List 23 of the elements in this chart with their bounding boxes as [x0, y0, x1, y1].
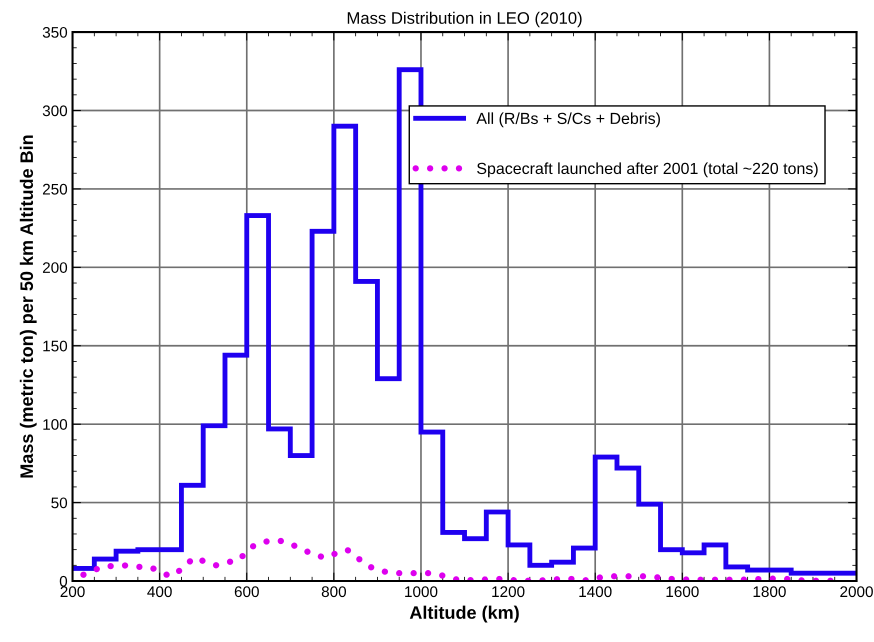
- y-tick-label: 200: [42, 262, 68, 274]
- x-tick-label: 600: [234, 586, 259, 598]
- y-tick-label: 100: [43, 419, 68, 430]
- x-axis-title: Altitude (km): [410, 606, 519, 622]
- x-tick-label: 1600: [666, 586, 699, 598]
- legend-label: All (R/Bs + S/Cs + Debris): [476, 112, 660, 128]
- x-tick-label: 800: [322, 586, 346, 598]
- x-tick-label: 1000: [405, 586, 438, 598]
- x-tick-label: 2000: [840, 586, 873, 598]
- x-tick-label: 200: [60, 586, 85, 598]
- x-tick-label: 1800: [754, 586, 786, 598]
- y-tick-label: 350: [42, 26, 68, 38]
- y-tick-label: 50: [51, 497, 68, 508]
- y-tick-label: 0: [60, 576, 68, 587]
- y-tick-label: 150: [43, 340, 68, 352]
- chart-title: Mass Distribution in LEO (2010): [348, 12, 582, 28]
- x-tick-label: 400: [147, 586, 172, 598]
- x-tick-label: 1400: [579, 586, 612, 598]
- y-axis-title: Mass (metric ton) per 50 km Altitude Bin: [20, 135, 37, 478]
- x-tick-label: 1200: [492, 586, 524, 598]
- y-tick-label: 300: [42, 105, 68, 116]
- y-tick-label: 250: [42, 184, 68, 195]
- legend-label: Spacecraft launched after 2001 (total ~220 tons): [477, 162, 818, 178]
